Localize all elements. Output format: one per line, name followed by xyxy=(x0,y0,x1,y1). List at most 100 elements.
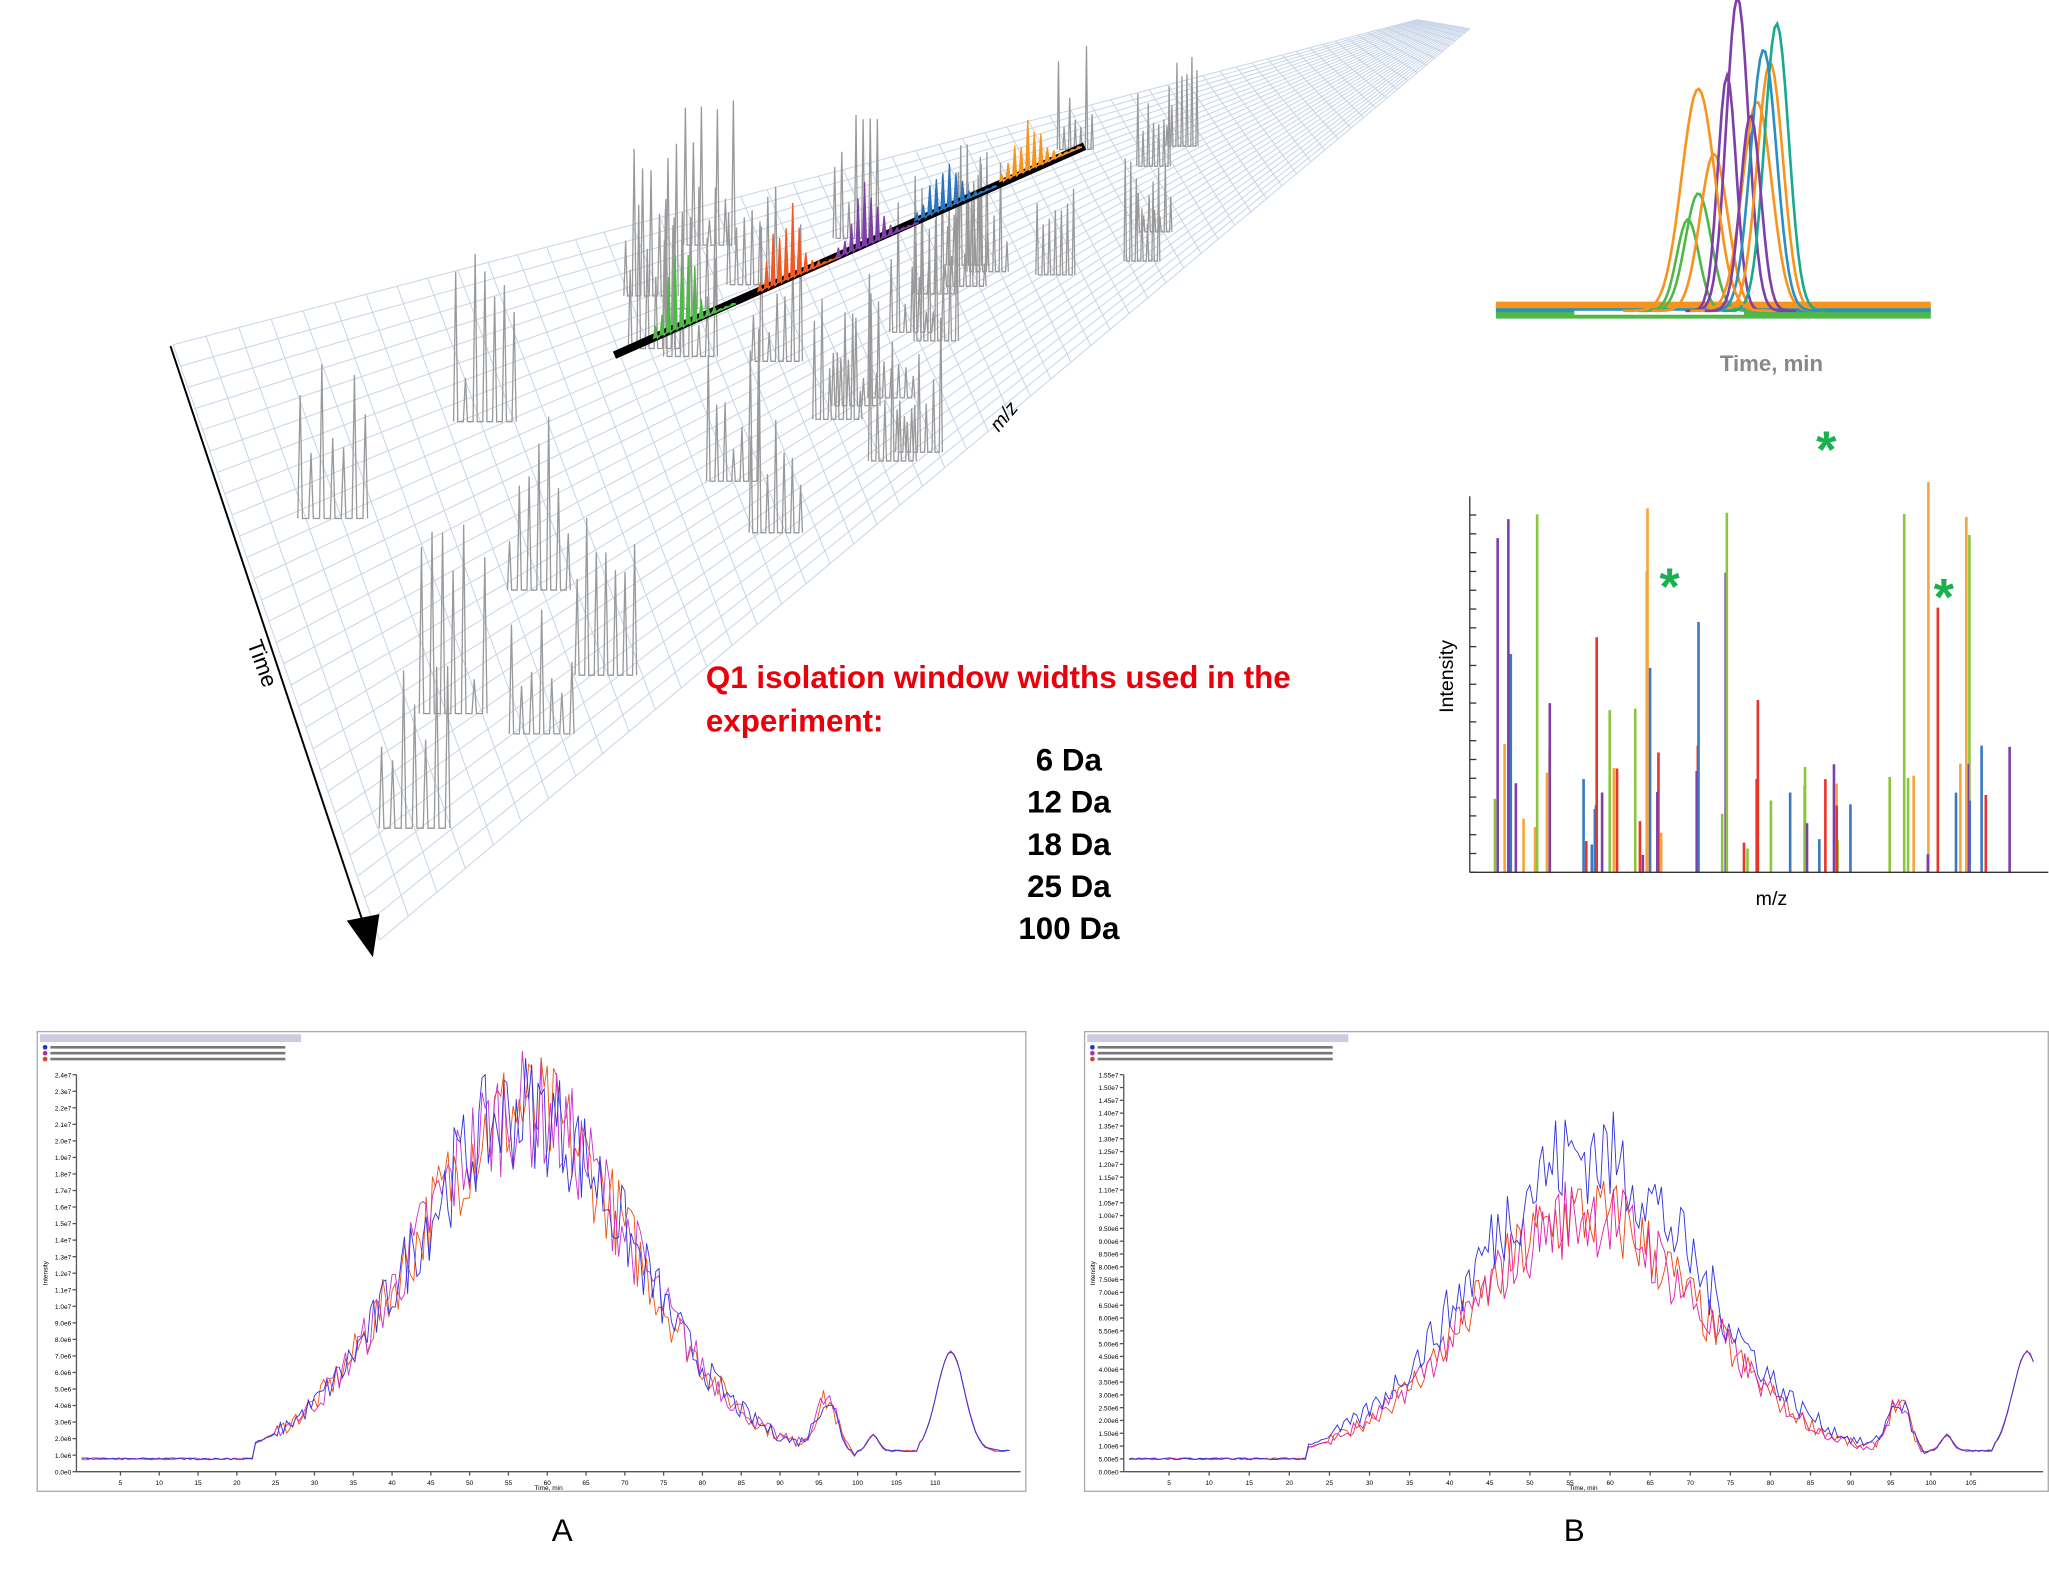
grid-line xyxy=(342,26,1461,835)
grid-line xyxy=(217,21,1429,473)
xic-chart xyxy=(1495,0,1931,319)
y-tick-label: 1.00e6 xyxy=(1099,1444,1119,1451)
x-tick-label: 75 xyxy=(660,1480,668,1487)
y-tick-label: 2.2e7 xyxy=(55,1105,72,1112)
y-tick-label: 7.50e6 xyxy=(1099,1277,1119,1284)
y-tick-label: 8.00e6 xyxy=(1099,1264,1119,1271)
y-tick-label: 3.00e6 xyxy=(1099,1392,1119,1399)
panel-label: A xyxy=(552,1513,573,1548)
spectrum-3d xyxy=(751,224,804,362)
time-arrowhead xyxy=(346,914,380,958)
legend-text xyxy=(1097,1057,1333,1061)
panel-frame xyxy=(36,1030,1027,1492)
y-tick-label: 8.0e6 xyxy=(55,1337,72,1344)
x-tick-label: 45 xyxy=(427,1480,435,1487)
x-tick-label: 65 xyxy=(1647,1480,1655,1487)
y-tick-label: 5.00e5 xyxy=(1099,1457,1119,1464)
x-tick-label: 90 xyxy=(776,1480,784,1487)
grid-line xyxy=(283,24,1446,665)
y-tick-label: 9.0e6 xyxy=(55,1320,72,1327)
tic-trace xyxy=(81,1058,1010,1461)
xic-curve xyxy=(1623,87,1772,313)
xic-curve xyxy=(1685,70,1769,313)
spectrum-x-label: m/z xyxy=(1756,888,1788,910)
spectrum-chart xyxy=(1469,482,2011,873)
x-tick-label: 85 xyxy=(1807,1480,1815,1487)
spectrum-3d xyxy=(297,364,369,520)
y-tick-label: 1.5e7 xyxy=(55,1221,72,1228)
x-tick-label: 35 xyxy=(1406,1480,1414,1487)
y-tick-label: 2.3e7 xyxy=(55,1089,72,1096)
spectrum-3d xyxy=(1165,56,1199,147)
x-tick-label: 95 xyxy=(1887,1480,1895,1487)
grid-line xyxy=(172,19,1418,346)
spectrum-3d xyxy=(452,253,517,423)
x-tick-label: 70 xyxy=(621,1480,629,1487)
x-tick-label: 90 xyxy=(1847,1480,1855,1487)
y-tick-label: 1.40e7 xyxy=(1099,1111,1119,1118)
xic-x-label: Time, min xyxy=(1720,351,1823,376)
grid-line xyxy=(364,27,1467,899)
width-item: 100 Da xyxy=(1018,911,1120,946)
y-tick-label: 1.3e7 xyxy=(55,1254,72,1261)
x-tick-label: 15 xyxy=(1246,1480,1254,1487)
x-tick-label: 15 xyxy=(194,1480,202,1487)
grid-line xyxy=(231,21,1433,516)
width-item: 6 Da xyxy=(1036,742,1103,777)
xic-curve xyxy=(1687,0,1787,313)
spectrum-3d xyxy=(623,143,679,297)
spectrum-3d xyxy=(1035,188,1076,276)
y-tick-label: 7.00e6 xyxy=(1099,1290,1119,1297)
x-tick-label: 60 xyxy=(1606,1480,1614,1487)
y-tick-label: 4.00e6 xyxy=(1099,1367,1119,1374)
y-tick-label: 1.7e7 xyxy=(55,1188,72,1195)
y-tick-label: 1.35e7 xyxy=(1099,1124,1119,1131)
y-tick-label: 6.00e6 xyxy=(1099,1316,1119,1323)
width-item: 25 Da xyxy=(1027,869,1111,904)
legend-text xyxy=(1097,1051,1333,1055)
y-tick-label: 5.50e6 xyxy=(1099,1328,1119,1335)
legend-text xyxy=(50,1051,286,1055)
x-tick-label: 5 xyxy=(119,1480,123,1487)
spectrum-3d xyxy=(812,299,863,421)
legend-dot xyxy=(1090,1044,1095,1050)
y-tick-label: 2.00e6 xyxy=(1099,1418,1119,1425)
x-tick-label: 25 xyxy=(1326,1480,1334,1487)
y-axis-label: Intensity xyxy=(43,1260,50,1285)
x-tick-label: 10 xyxy=(1206,1480,1214,1487)
grid-line xyxy=(187,19,1422,388)
x-tick-label: 20 xyxy=(233,1480,241,1487)
spectrum-3d xyxy=(894,317,944,453)
y-tick-label: 1.50e7 xyxy=(1099,1085,1119,1092)
x-tick-label: 95 xyxy=(815,1480,823,1487)
colored-peak xyxy=(652,255,737,340)
spectrum-3d xyxy=(683,100,736,246)
x-tick-label: 70 xyxy=(1687,1480,1695,1487)
heading-line: experiment: xyxy=(706,703,884,738)
y-tick-label: 5.00e6 xyxy=(1099,1341,1119,1348)
x-tick-label: 100 xyxy=(1925,1480,1936,1487)
spectrum-3d xyxy=(663,186,718,310)
y-tick-label: 5.0e6 xyxy=(55,1387,72,1394)
x-tick-label: 45 xyxy=(1486,1480,1494,1487)
y-tick-label: 1.6e7 xyxy=(55,1205,72,1212)
grid-line xyxy=(261,23,1441,601)
spectrum-3d xyxy=(418,524,488,715)
width-item: 12 Da xyxy=(1027,785,1111,820)
spectrum-3d xyxy=(574,517,638,676)
x-tick-label: 55 xyxy=(505,1480,513,1487)
spectrum-3d xyxy=(662,209,719,358)
width-item: 18 Da xyxy=(1027,827,1111,862)
colored-peak xyxy=(835,181,919,259)
x-axis-label: Time, min xyxy=(1569,1485,1598,1492)
legend-text xyxy=(50,1057,286,1061)
x-tick-label: 55 xyxy=(1566,1480,1574,1487)
y-tick-label: 1.15e7 xyxy=(1099,1175,1119,1182)
xic-curve xyxy=(1704,114,1796,313)
y-tick-label: 0.00e0 xyxy=(1099,1469,1119,1476)
y-tick-label: 7.0e6 xyxy=(55,1354,72,1361)
x-tick-label: 60 xyxy=(544,1480,552,1487)
x-tick-label: 35 xyxy=(350,1480,358,1487)
